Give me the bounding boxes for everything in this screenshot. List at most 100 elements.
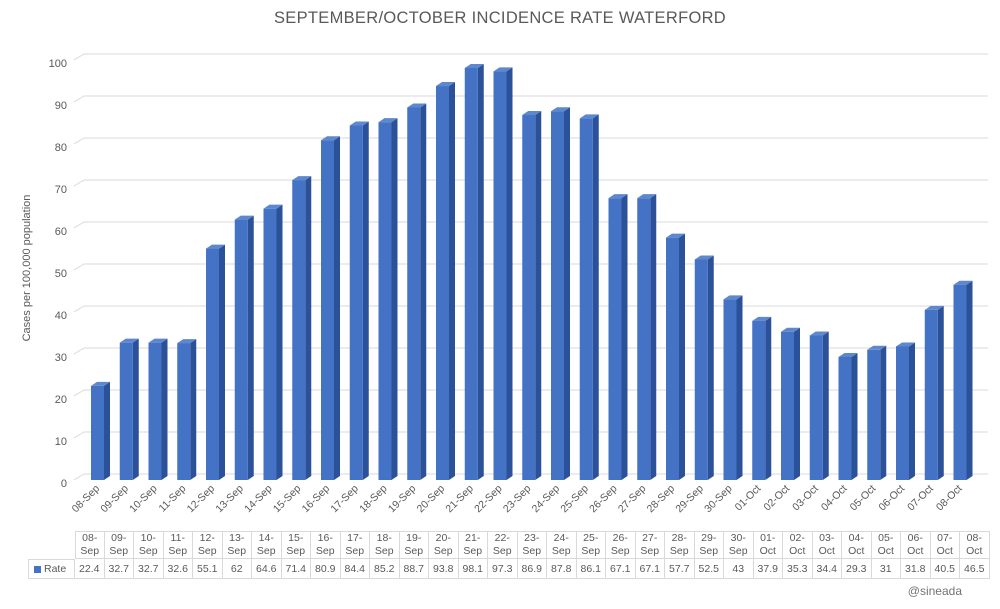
- table-value-08-Oct: 46.5: [960, 559, 990, 579]
- gridline: [73, 347, 988, 355]
- x-tick-label: 22-Sep: [472, 483, 505, 516]
- table-value-16-Sep: 80.9: [311, 559, 341, 579]
- bar-side-face: [535, 111, 542, 481]
- bar-front-face: [608, 198, 622, 480]
- bar-side-face: [247, 215, 254, 480]
- bar-side-face: [650, 194, 657, 480]
- y-tick-label: 0: [61, 478, 67, 490]
- table-header-30-Sep: 30- Sep: [724, 531, 754, 559]
- gridline: [73, 95, 988, 103]
- bar-30-Sep: [723, 295, 743, 480]
- bar-23-Sep: [522, 111, 542, 481]
- table-header-11-Sep: 11- Sep: [163, 531, 193, 559]
- bar-side-face: [592, 114, 599, 480]
- table-value-10-Sep: 32.7: [134, 559, 164, 579]
- data-table: 08- Sep 09- Sep 10- Sep 11- Sep 12- Sep 13- Sep 14- S…: [28, 531, 990, 579]
- y-tick-label: 40: [55, 310, 67, 322]
- gridlines: [73, 53, 988, 481]
- bar-04-Oct: [838, 352, 858, 480]
- bar-27-Sep: [637, 194, 657, 480]
- table-header-13-Sep: 13- Sep: [222, 531, 252, 559]
- x-tick-label: 15-Sep: [271, 483, 304, 516]
- bar-front-face: [206, 248, 219, 480]
- bar-top-face: [608, 194, 628, 199]
- bar-12-Sep: [206, 244, 225, 480]
- bar-08-Sep: [91, 381, 110, 480]
- table-value-30-Sep: 43: [724, 559, 754, 579]
- x-tick-label: 14-Sep: [242, 483, 275, 516]
- bar-side-face: [161, 338, 168, 480]
- bar-side-face: [477, 63, 484, 480]
- table-value-21-Sep: 98.1: [458, 559, 488, 579]
- bar-side-face: [334, 136, 340, 480]
- y-tick-label: 20: [55, 394, 67, 406]
- x-tick-label: 24-Sep: [530, 483, 563, 516]
- x-tick-label: 23-Sep: [501, 483, 534, 516]
- x-tick-label: 09-Sep: [98, 483, 131, 516]
- legend-key-icon: [34, 565, 41, 573]
- x-tick-label: 13-Sep: [213, 483, 246, 516]
- bar-side-face: [679, 233, 685, 480]
- x-tick-label: 28-Sep: [645, 483, 678, 516]
- x-tick-label: 11-Sep: [156, 483, 188, 515]
- x-tick-label: 26-Sep: [587, 483, 620, 516]
- gridline: [73, 473, 988, 481]
- table-value-06-Oct: 31.8: [901, 559, 931, 579]
- y-tick-label: 50: [55, 268, 67, 280]
- bar-side-face: [851, 352, 858, 480]
- bar-top-face: [91, 381, 110, 386]
- bar-front-face: [637, 198, 651, 480]
- table-value-15-Sep: 71.4: [281, 559, 311, 579]
- bar-side-face: [305, 176, 312, 480]
- table-value-04-Oct: 29.3: [842, 559, 872, 579]
- table-header-04-Oct: 04- Oct: [842, 531, 872, 559]
- table-header-15-Sep: 15- Sep: [281, 531, 311, 559]
- table-header-16-Sep: 16- Sep: [311, 531, 341, 559]
- bar-top-face: [896, 342, 915, 347]
- bar-side-face: [794, 327, 800, 480]
- table-header-18-Sep: 18- Sep: [370, 531, 400, 559]
- y-axis-title: Cases per 100,000 population: [21, 195, 33, 342]
- table-header-06-Oct: 06- Oct: [901, 531, 931, 559]
- bar-top-face: [292, 176, 312, 181]
- bar-side-face: [190, 339, 197, 480]
- legend-label: Rate: [44, 563, 67, 575]
- bar-front-face: [407, 107, 421, 481]
- bar-front-face: [493, 71, 507, 480]
- x-tick-label: 16-Sep: [300, 483, 333, 516]
- bar-top-face: [321, 136, 340, 141]
- bar-side-face: [937, 305, 944, 480]
- table-header-10-Sep: 10- Sep: [134, 531, 164, 559]
- table-header-24-Sep: 24- Sep: [547, 531, 577, 559]
- bar-front-face: [579, 118, 593, 480]
- bar-side-face: [564, 107, 570, 481]
- bar-front-face: [292, 180, 306, 480]
- bar-top-face: [263, 204, 283, 209]
- y-axis-tick-labels: 0 10 20 30 40 50 60 70 80 90 100: [49, 58, 67, 490]
- bar-top-face: [493, 67, 513, 72]
- bar-13-Sep: [234, 215, 254, 480]
- bar-22-Sep: [493, 67, 513, 480]
- x-tick-label: 29-Sep: [673, 483, 706, 516]
- bar-top-face: [522, 111, 542, 116]
- bar-side-face: [449, 82, 455, 480]
- x-tick-label: 08-Oct: [934, 483, 965, 514]
- table-header-22-Sep: 22- Sep: [488, 531, 518, 559]
- x-tick-label: 21-Sep: [443, 483, 476, 516]
- table-value-18-Sep: 85.2: [370, 559, 400, 579]
- bar-top-face: [924, 305, 944, 310]
- bar-top-face: [867, 345, 887, 350]
- bar-top-face: [781, 327, 800, 332]
- table-header-14-Sep: 14- Sep: [252, 531, 282, 559]
- table-header-19-Sep: 19- Sep: [399, 531, 429, 559]
- bar-05-Oct: [867, 345, 887, 480]
- y-tick-label: 70: [55, 184, 67, 196]
- x-tick-label: 10-Sep: [127, 483, 160, 516]
- table-value-23-Sep: 86.9: [517, 559, 547, 579]
- table-header-08-Sep: 08- Sep: [75, 531, 105, 559]
- y-tick-label: 60: [55, 226, 67, 238]
- gridline: [73, 53, 988, 61]
- table-header-08-Oct: 08- Oct: [960, 531, 990, 559]
- bar-side-face: [736, 295, 743, 480]
- bar-front-face: [148, 342, 162, 480]
